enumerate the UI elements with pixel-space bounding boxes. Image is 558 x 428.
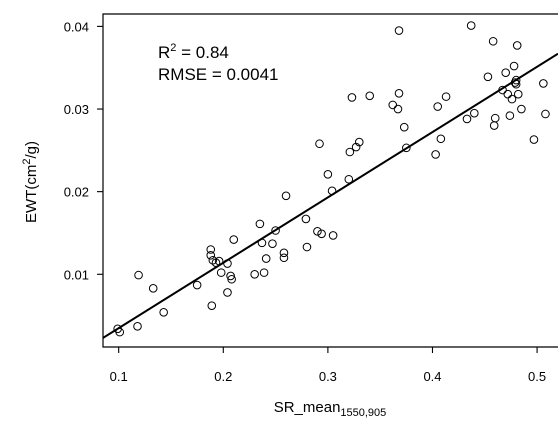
- y-axis-title: EWT(cm2/g): [21, 141, 40, 223]
- data-point: [347, 93, 357, 102]
- x-axis-ticks: 0.1 0.2 0.3 0.4 0.5: [110, 347, 546, 384]
- data-point: [501, 68, 511, 77]
- data-point: [227, 274, 236, 284]
- data-points: [113, 21, 550, 337]
- data-point: [503, 89, 513, 99]
- data-point: [354, 137, 364, 147]
- data-point: [206, 245, 216, 254]
- data-point: [279, 248, 289, 258]
- data-point: [344, 174, 354, 184]
- data-point: [223, 259, 232, 268]
- data-point: [539, 79, 548, 88]
- y-tick-label: 0.03: [64, 102, 89, 117]
- data-point: [207, 301, 217, 310]
- data-point: [402, 143, 411, 153]
- data-point: [250, 269, 259, 279]
- y-tick-label: 0.01: [64, 267, 89, 282]
- x-tick-label: 0.2: [214, 369, 232, 384]
- data-point: [490, 113, 500, 123]
- rmse-label: RMSE = 0.0041: [158, 65, 279, 84]
- data-point: [511, 75, 521, 85]
- data-point: [255, 219, 265, 229]
- data-point: [301, 214, 311, 224]
- data-point: [259, 268, 269, 277]
- data-point: [466, 21, 476, 30]
- data-point: [351, 142, 361, 152]
- data-point: [505, 111, 515, 120]
- data-point: [302, 242, 312, 252]
- data-point: [229, 235, 239, 244]
- data-point: [268, 239, 277, 249]
- data-point: [394, 89, 404, 98]
- data-point: [327, 186, 337, 196]
- data-point: [328, 231, 338, 240]
- data-point: [541, 109, 550, 119]
- data-point: [257, 238, 267, 248]
- data-point: [511, 79, 521, 89]
- x-axis-title: SR_mean1550,905: [274, 399, 387, 419]
- data-point: [159, 307, 168, 317]
- data-point: [488, 36, 498, 46]
- data-point: [261, 254, 271, 263]
- data-point: [394, 26, 404, 35]
- axes-frame: [102, 13, 558, 348]
- data-point: [271, 226, 280, 235]
- data-point: [388, 100, 398, 110]
- y-tick-label: 0.02: [64, 185, 89, 200]
- data-point: [436, 134, 446, 144]
- data-point: [192, 280, 202, 290]
- data-point: [317, 229, 326, 239]
- data-point: [433, 102, 443, 111]
- data-point: [399, 122, 409, 132]
- r-squared-label: R2 = 0.84: [158, 42, 229, 62]
- data-point: [483, 72, 493, 82]
- data-point: [323, 170, 333, 179]
- data-point: [216, 268, 226, 277]
- data-point: [115, 327, 125, 337]
- data-point: [214, 256, 224, 266]
- data-point: [529, 135, 539, 144]
- data-point: [133, 322, 142, 331]
- data-point: [279, 253, 289, 263]
- data-point: [313, 227, 322, 236]
- x-tick-label: 0.5: [528, 369, 546, 384]
- x-tick-label: 0.3: [319, 369, 337, 384]
- data-point: [345, 147, 355, 157]
- data-point: [507, 94, 517, 104]
- data-point: [226, 271, 235, 281]
- data-point: [441, 92, 451, 101]
- plot-area: [103, 21, 558, 339]
- data-point: [315, 139, 324, 149]
- data-point: [489, 121, 499, 130]
- data-point: [509, 61, 519, 71]
- data-point: [134, 270, 143, 280]
- data-point: [206, 250, 216, 260]
- data-point: [148, 284, 158, 293]
- y-axis-ticks: 0.01 0.02 0.03 0.04: [64, 19, 103, 282]
- data-point: [365, 91, 375, 101]
- y-tick-label: 0.04: [64, 19, 89, 34]
- regression-line: [103, 52, 558, 339]
- data-point: [281, 191, 291, 201]
- regression-line-layer: [103, 52, 558, 339]
- data-point: [431, 150, 440, 159]
- data-point: [517, 104, 526, 114]
- data-point: [513, 89, 523, 99]
- axes-border: [102, 13, 558, 348]
- x-tick-label: 0.1: [110, 369, 128, 384]
- data-point: [498, 85, 507, 95]
- data-point: [470, 108, 479, 118]
- x-tick-label: 0.4: [423, 369, 441, 384]
- data-point: [512, 41, 522, 50]
- data-point: [462, 114, 472, 124]
- data-point: [393, 104, 403, 114]
- data-point: [223, 288, 232, 297]
